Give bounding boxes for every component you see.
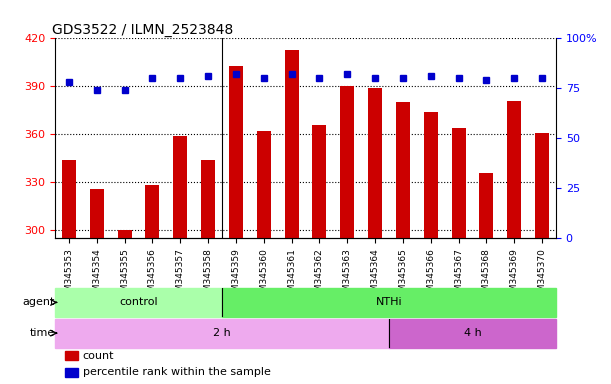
Text: agent: agent bbox=[23, 297, 55, 308]
Text: 2 h: 2 h bbox=[213, 328, 231, 338]
Bar bbox=[312, 125, 326, 238]
Text: time: time bbox=[30, 328, 55, 338]
Text: GDS3522 / ILMN_2523848: GDS3522 / ILMN_2523848 bbox=[53, 23, 234, 37]
Bar bbox=[65, 351, 78, 360]
Text: control: control bbox=[119, 297, 158, 308]
Bar bbox=[424, 112, 437, 238]
Bar bbox=[480, 172, 494, 238]
Bar bbox=[65, 368, 78, 377]
Bar bbox=[145, 185, 159, 238]
Text: count: count bbox=[82, 351, 114, 361]
Bar bbox=[507, 101, 521, 238]
Bar bbox=[340, 86, 354, 238]
Bar bbox=[257, 131, 271, 238]
Text: percentile rank within the sample: percentile rank within the sample bbox=[82, 367, 271, 377]
Bar bbox=[535, 132, 549, 238]
Bar bbox=[389, 319, 556, 348]
Text: NTHi: NTHi bbox=[376, 297, 402, 308]
Bar bbox=[201, 160, 215, 238]
Bar bbox=[396, 102, 410, 238]
Bar bbox=[368, 88, 382, 238]
Bar bbox=[222, 288, 556, 317]
Bar bbox=[452, 128, 466, 238]
Bar bbox=[174, 136, 187, 238]
Text: 4 h: 4 h bbox=[464, 328, 481, 338]
Bar bbox=[229, 66, 243, 238]
Bar bbox=[117, 230, 131, 238]
Bar bbox=[55, 319, 389, 348]
Bar bbox=[62, 160, 76, 238]
Bar bbox=[55, 288, 222, 317]
Bar bbox=[90, 189, 104, 238]
Bar bbox=[285, 50, 299, 238]
